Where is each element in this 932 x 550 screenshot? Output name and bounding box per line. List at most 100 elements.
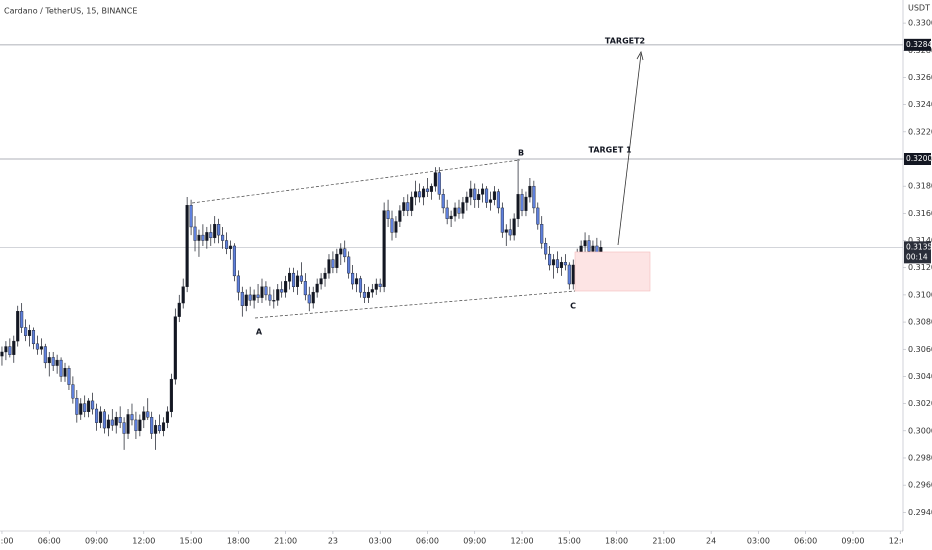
candle-body	[583, 240, 587, 247]
candle-body	[0, 351, 4, 357]
candle-body	[165, 411, 169, 423]
candle-body	[240, 291, 244, 306]
candle-body	[177, 302, 181, 317]
level-tag	[904, 153, 931, 165]
label-a: A	[256, 328, 263, 337]
candle-body	[181, 286, 185, 304]
candle-body	[71, 384, 75, 399]
candle-body	[280, 289, 284, 293]
candle-body	[39, 346, 43, 350]
candle-body	[118, 417, 122, 423]
candle-body	[63, 368, 67, 377]
candle-body	[173, 316, 177, 380]
candle-body	[106, 419, 110, 429]
candle-body	[358, 278, 363, 293]
candle-body	[284, 281, 288, 293]
countdown-label: 00:14	[906, 252, 928, 261]
candle-body	[142, 411, 146, 421]
candle-body	[528, 185, 532, 198]
candle-body	[390, 218, 394, 233]
candle-body	[453, 207, 457, 217]
candle-body	[256, 294, 260, 298]
candle-body	[378, 283, 382, 287]
candle-body	[500, 207, 504, 233]
candle-body	[150, 417, 154, 434]
candle-body	[8, 346, 12, 355]
candle-body	[425, 188, 430, 192]
candle-body	[343, 248, 347, 258]
candle-body	[311, 291, 315, 304]
label-target2: TARGET2	[605, 37, 645, 46]
candle-body	[295, 275, 299, 287]
drawing-layer: A B C TARGET 1 TARGET2	[191, 37, 651, 337]
candle-body	[193, 226, 197, 241]
candle-body	[461, 202, 465, 214]
candle-body	[102, 411, 106, 429]
grid-layer: 03:00 06:00 09:00 12:00 15:00 18:00 21:00 23 03:…	[0, 44, 912, 546]
candle-body	[110, 419, 114, 426]
candle-body	[16, 311, 20, 342]
candle-body	[213, 224, 217, 239]
candle-body	[437, 172, 441, 195]
price-unit: USDT	[908, 4, 930, 13]
candle-body	[445, 207, 449, 219]
candle-body	[481, 188, 485, 195]
candle-body	[158, 425, 162, 431]
candle-body	[591, 245, 595, 252]
candle-body	[291, 272, 296, 287]
candle-body	[552, 259, 556, 266]
candle-body	[299, 275, 303, 282]
candle-body	[339, 248, 343, 255]
candle-body	[4, 346, 8, 353]
candle-body	[12, 340, 16, 355]
candle-body	[114, 417, 118, 426]
level-tag-label: 0.3200	[906, 154, 932, 163]
level-tag-label: 0.3284	[906, 40, 932, 49]
candle-body	[24, 327, 28, 336]
candle-body	[228, 245, 233, 249]
candle-body	[161, 422, 166, 431]
candle-body	[398, 210, 402, 222]
candle-body	[496, 191, 500, 209]
candle-body	[382, 210, 386, 287]
candle-body	[217, 224, 221, 236]
candle-body	[232, 245, 236, 277]
candle-body	[555, 259, 560, 268]
candle-body	[512, 218, 516, 236]
x-tick-label: 09:00	[85, 537, 108, 546]
candle-body	[185, 205, 189, 287]
candle-body	[351, 272, 355, 285]
candle-body	[51, 357, 55, 366]
candle-body	[492, 191, 496, 200]
candle-body	[406, 202, 410, 211]
candle-body	[394, 221, 398, 233]
candle-body	[485, 188, 489, 203]
candle-body	[197, 234, 201, 241]
candle-body	[98, 411, 103, 423]
candle-layer	[0, 159, 603, 450]
candle-body	[508, 229, 512, 236]
candle-body	[520, 194, 524, 211]
candle-body	[276, 289, 280, 301]
x-tick-label: 18:00	[227, 537, 250, 546]
candle-body	[209, 232, 213, 239]
candle-body	[347, 256, 351, 274]
candle-body	[473, 188, 477, 200]
chart-title: Cardano / TetherUS, 15, BINANCE	[4, 7, 137, 16]
candle-body	[449, 215, 453, 219]
candle-body	[544, 243, 548, 255]
candle-body	[433, 172, 437, 187]
x-tick-label: 09:00	[841, 537, 864, 546]
label-b: B	[518, 149, 524, 158]
